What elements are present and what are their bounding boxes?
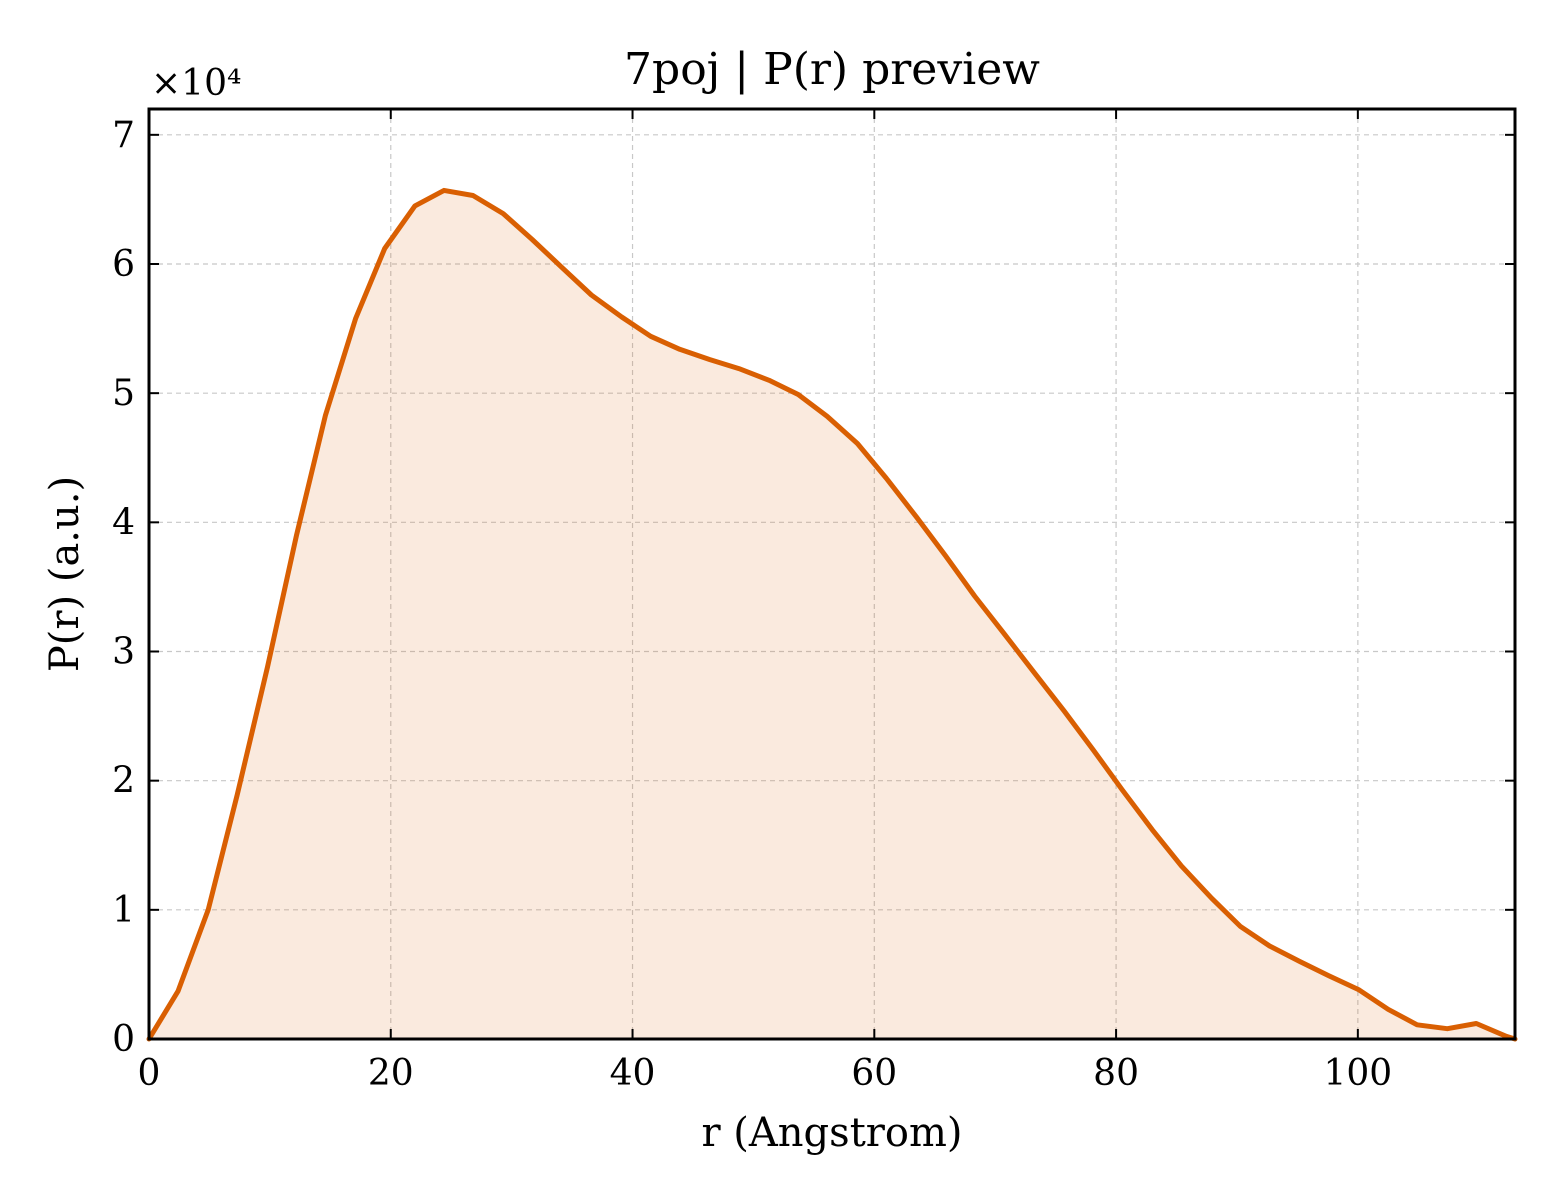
series-area-fill (149, 190, 1515, 1039)
series-line (146, 187, 1518, 1042)
chart-title: 7poj | P(r) preview (624, 44, 1040, 95)
y-tick-label: 3 (112, 632, 135, 673)
y-tick-label: 6 (112, 244, 135, 285)
x-tick-label: 60 (851, 1053, 897, 1094)
y-axis-offset-label: ×10⁴ (151, 63, 241, 104)
y-tick-label: 7 (112, 115, 135, 156)
plot-frame (147, 107, 1517, 1041)
x-tick-label: 100 (1323, 1053, 1392, 1094)
y-tick-label: 0 (112, 1019, 135, 1060)
x-tick-label: 80 (1093, 1053, 1139, 1094)
y-tick-label: 2 (112, 761, 135, 802)
y-tick-label: 4 (112, 502, 135, 543)
x-tick-label: 40 (610, 1053, 656, 1094)
ticks-layer: 0 20 40 60 80 100 0 1 2 3 4 5 6 7 (112, 109, 1515, 1094)
x-tick-label: 20 (368, 1053, 414, 1094)
grid-layer (149, 109, 1515, 1039)
y-tick-label: 5 (112, 373, 135, 414)
y-tick-label: 1 (112, 890, 135, 931)
y-axis-label: P(r) (a.u.) (42, 476, 88, 672)
x-tick-label: 0 (138, 1053, 161, 1094)
x-axis-label: r (Angstrom) (701, 1110, 962, 1156)
area-layer (146, 187, 1518, 1042)
